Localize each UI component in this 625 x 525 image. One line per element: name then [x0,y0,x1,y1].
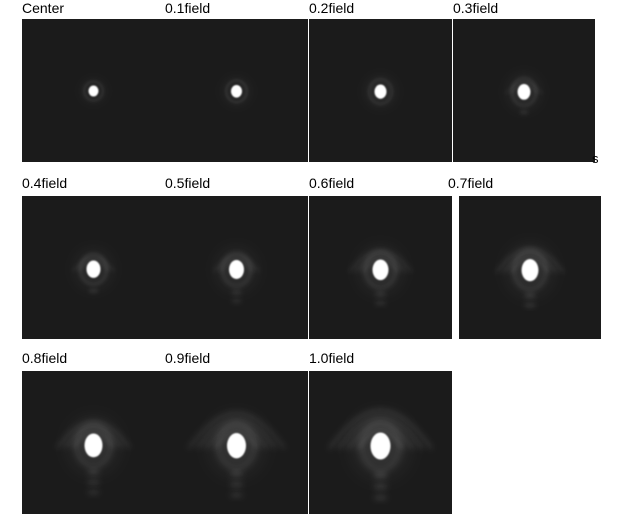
panel-label: 0.4field [22,175,68,191]
panel-label: 1.0field [309,350,355,366]
stray-character: s [592,151,599,166]
spot-diagram [309,371,452,514]
panel-label: Center [22,0,65,16]
spot-diagram [453,19,595,162]
spot-diagram [165,371,308,514]
spot-diagram [309,19,452,162]
panel-label: 0.7field [448,175,494,191]
spot-diagram [165,196,308,339]
spot-image [309,371,452,514]
panel-label: 0.1field [165,0,211,16]
spot-image [22,371,165,514]
spot-image [22,19,165,162]
panel-label: 0.8field [22,350,68,366]
spot-diagram [22,196,165,339]
spot-diagram [22,19,165,162]
spot-image [165,19,308,162]
spot-image [309,19,452,162]
panel-label: 0.3field [453,0,499,16]
spot-image [459,196,601,339]
spot-image [165,196,308,339]
spot-image [22,196,165,339]
spot-diagram [22,371,165,514]
spot-diagram [165,19,308,162]
panel-label: 0.6field [309,175,355,191]
spot-diagram [309,196,452,339]
spot-diagram [459,196,601,339]
panel-label: 0.5field [165,175,211,191]
spot-image [309,196,452,339]
panel-label: 0.9field [165,350,211,366]
spot-image [165,371,308,514]
spot-image [453,19,595,162]
panel-label: 0.2field [309,0,355,16]
